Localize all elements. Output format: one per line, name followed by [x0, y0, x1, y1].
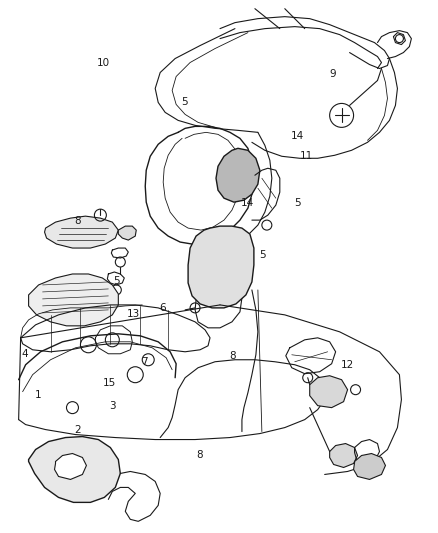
Text: 7: 7: [141, 357, 148, 367]
Polygon shape: [54, 454, 86, 480]
Text: 2: 2: [74, 425, 81, 435]
Text: 5: 5: [259, 250, 266, 260]
Text: 13: 13: [127, 309, 141, 319]
Text: 3: 3: [109, 401, 115, 411]
Polygon shape: [188, 226, 254, 308]
Text: 1: 1: [35, 390, 41, 400]
Polygon shape: [310, 376, 348, 408]
Text: 9: 9: [329, 69, 336, 79]
Polygon shape: [330, 443, 357, 467]
Text: 8: 8: [74, 216, 81, 227]
Text: 8: 8: [229, 351, 235, 361]
Polygon shape: [28, 437, 120, 503]
Text: 11: 11: [300, 151, 313, 161]
Text: 15: 15: [103, 378, 117, 389]
Polygon shape: [28, 274, 118, 326]
Text: 12: 12: [341, 360, 354, 370]
Text: 5: 5: [113, 277, 120, 286]
Polygon shape: [353, 454, 385, 480]
Text: 5: 5: [294, 198, 301, 208]
Text: 6: 6: [159, 303, 166, 313]
Text: 5: 5: [181, 96, 187, 107]
Text: 4: 4: [21, 349, 28, 359]
Polygon shape: [216, 148, 260, 202]
Polygon shape: [45, 216, 118, 248]
Text: 10: 10: [97, 59, 110, 68]
Text: 14: 14: [291, 131, 304, 141]
Text: 8: 8: [196, 450, 203, 460]
Text: 14: 14: [241, 198, 254, 208]
Polygon shape: [118, 226, 136, 240]
